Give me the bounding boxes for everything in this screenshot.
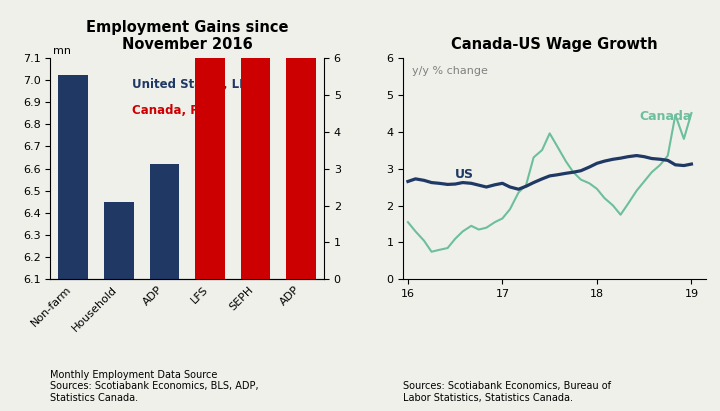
Text: US: US (455, 168, 474, 181)
Bar (287, 0, 316, 279)
Text: Monthly Employment Data Source
Sources: Scotiabank Economics, BLS, ADP,
Statisti: Monthly Employment Data Source Sources: … (50, 369, 259, 403)
Text: Canada, RHS: Canada, RHS (132, 104, 218, 117)
Bar (195, 0, 225, 279)
Text: Sources: Scotiabank Economics, Bureau of
Labor Statistics, Statistics Canada.: Sources: Scotiabank Economics, Bureau of… (403, 381, 611, 403)
Title: Employment Gains since
November 2016: Employment Gains since November 2016 (86, 20, 289, 52)
Bar (58, 75, 88, 279)
Text: Canada: Canada (639, 111, 692, 123)
Title: Canada-US Wage Growth: Canada-US Wage Growth (451, 37, 657, 52)
Bar (150, 164, 179, 279)
Bar (104, 202, 134, 279)
Text: United States, LHS: United States, LHS (132, 78, 258, 90)
Text: mn: mn (53, 46, 71, 56)
Text: y/y % change: y/y % change (413, 67, 488, 76)
Bar (240, 0, 271, 279)
